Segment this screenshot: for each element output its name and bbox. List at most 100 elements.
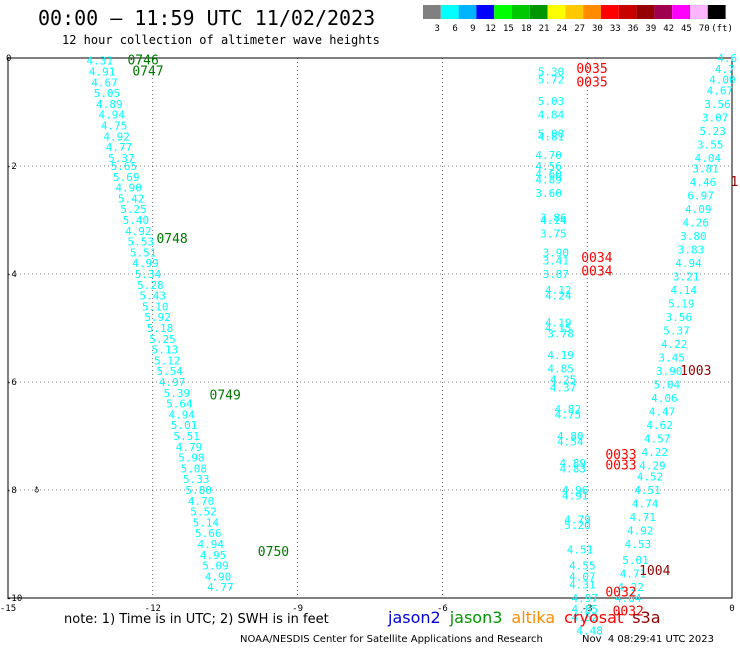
y-tick-label: -6: [6, 378, 17, 388]
wave-height-value: 5.53: [127, 236, 154, 249]
pass-time-label: 0748: [156, 232, 187, 247]
pass-time-label: 0034: [581, 264, 612, 279]
wave-height-value: 5.37: [663, 325, 690, 338]
colorbar-tick-label: 45: [681, 24, 692, 34]
wave-height-value: 4.79: [176, 441, 203, 454]
wave-height-value: 4.75: [555, 408, 582, 421]
wave-height-value: 4.22: [642, 446, 669, 459]
colorbar-tick-label: 42: [663, 24, 674, 34]
colorbar-swatch: [654, 5, 673, 19]
wave-height-value: 4.92: [627, 525, 654, 538]
wave-height-value: 4.55: [569, 560, 596, 573]
pass-time-label: 1: [730, 175, 738, 190]
wave-height-value: 4.92: [103, 130, 130, 143]
wave-height-value: 4.80: [557, 430, 584, 443]
wave-height-value: 5.19: [668, 298, 695, 311]
wave-height-value: 4.19: [545, 317, 572, 330]
colorbar-swatch: [690, 5, 708, 19]
pass-time-label: 0035: [576, 75, 607, 90]
wave-height-value: 3.21: [673, 271, 700, 284]
wave-height-value: 4.14: [670, 284, 697, 297]
wave-height-value: 4.91: [562, 489, 589, 502]
colorbar-tick-label: 15: [503, 24, 514, 34]
wave-height-value: 4.52: [637, 471, 664, 484]
legend-item-s3a: s3a: [632, 608, 661, 627]
pass-time-label: 0749: [210, 389, 241, 404]
wave-height-value: 5.40: [123, 214, 150, 227]
wave-height-value: 4.94: [169, 408, 196, 421]
wave-height-value: 5.25: [120, 203, 147, 216]
colorbar-tick-label: 33: [610, 24, 621, 34]
wave-height-value: 4.25: [550, 373, 577, 386]
plot-grid: [7, 57, 733, 599]
colorbar-swatch: [423, 5, 441, 19]
x-tick-label: 0: [729, 604, 734, 614]
wave-height-value: 4.77: [207, 581, 234, 594]
wave-height-value: 4.24: [545, 290, 572, 303]
wave-height-value: 4.96: [562, 484, 589, 497]
wave-height-value: 4.56: [535, 160, 562, 173]
colorbar-tick-label: 6: [452, 24, 457, 34]
wave-height-value: 5.34: [135, 268, 162, 281]
wave-height-value: 4.00: [709, 74, 736, 87]
wave-height-value: 3.07: [702, 111, 729, 124]
wave-height-value: 3.56: [666, 311, 693, 324]
colorbar-swatch: [672, 5, 690, 19]
wave-height-value: 3.75: [540, 228, 567, 241]
y-tick-label: -4: [6, 270, 17, 280]
wave-height-value: 4.14: [540, 214, 567, 227]
wave-height-value: 4.04: [695, 152, 722, 165]
wave-height-value: 5.33: [183, 473, 210, 486]
wave-height-value: 4.54: [557, 435, 584, 448]
wave-height-value: 4.90: [115, 182, 142, 195]
wave-height-value: 4.89: [559, 457, 586, 470]
wave-height-value: 4.51: [634, 484, 661, 497]
wave-height-value: 3.83: [678, 244, 705, 257]
wave-height-value: 4.82: [555, 403, 582, 416]
wave-height-value: 3.80: [680, 230, 707, 243]
wave-height-value: 5.51: [130, 246, 157, 259]
wave-height-value: 3.55: [697, 138, 724, 151]
wave-height-marks: 4.314.914.675.054.894.944.754.924.775.37…: [86, 52, 737, 637]
wave-height-value: 5.65: [111, 160, 138, 173]
wave-height-value: 4.85: [547, 363, 574, 376]
wave-height-value: 3.90: [656, 365, 683, 378]
wave-height-value: 4.89: [96, 98, 123, 111]
wave-height-value: 4.12: [545, 284, 572, 297]
wave-height-value: 4.19: [547, 349, 574, 362]
page-subtitle: 12 hour collection of altimeter wave hei…: [62, 33, 380, 47]
footer-credit: NOAA/NESDIS Center for Satellite Applica…: [240, 634, 543, 645]
wave-height-value: 5.39: [164, 387, 191, 400]
colorbar-tick-label: 24: [556, 24, 567, 34]
colorbar-tick-label: 30: [592, 24, 603, 34]
wave-height-value: 5.09: [202, 560, 229, 573]
pass-time-label: 0032: [613, 605, 644, 620]
colorbar-tick-label: 39: [645, 24, 656, 34]
legend-item-cryosat: cryosat: [564, 608, 624, 627]
wave-height-value: 5.72: [538, 74, 565, 87]
wave-height-value: 4.92: [125, 225, 152, 238]
wave-height-value: 5.03: [538, 95, 565, 108]
colorbar-tick-label: (ft): [711, 24, 733, 34]
wave-height-value: 4.7: [715, 63, 735, 76]
wave-height-value: 4.26: [683, 217, 710, 230]
wave-height-value: 4.77: [106, 141, 133, 154]
pass-time-label: 1003: [680, 364, 711, 379]
wave-height-value: 4.83: [559, 462, 586, 475]
wave-height-value: 4.67: [91, 76, 118, 89]
pass-time-label: 1004: [639, 564, 670, 579]
wave-height-value: 4.97: [572, 592, 599, 605]
wave-height-value: 5.52: [190, 506, 217, 519]
colorbar-tick-label: 70: [699, 24, 710, 34]
wave-height-value: 4.94: [197, 538, 224, 551]
wave-height-value: 4.57: [644, 433, 671, 446]
legend-item-jason3: jason3: [449, 608, 503, 627]
colorbar-tick-label: 9: [470, 24, 475, 34]
plot-axes: -15 -12 -9 -6 -3 0 0 -2 -4 -6 -8 -10: [0, 54, 735, 614]
wave-height-value: 5.30: [538, 66, 565, 79]
colorbar-swatch: [476, 5, 495, 19]
wave-height-value: 4.99: [132, 257, 159, 270]
x-tick-label: -15: [0, 604, 16, 614]
y-tick-label: -8: [6, 486, 17, 496]
